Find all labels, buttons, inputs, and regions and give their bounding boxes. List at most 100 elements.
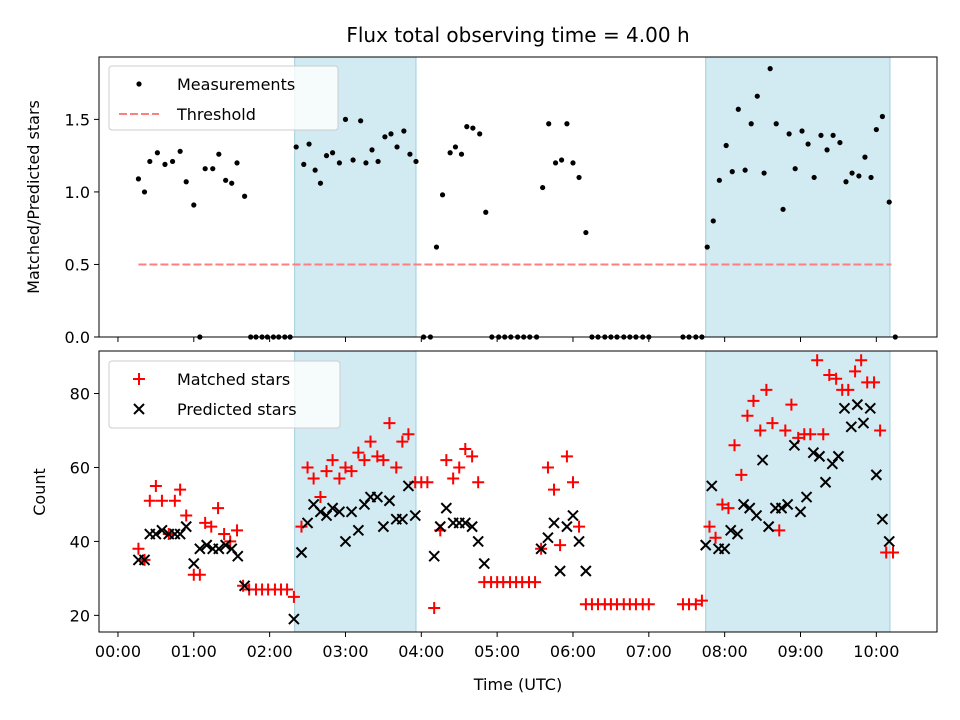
predicted-star-point: [396, 513, 409, 525]
measurement-point: [317, 180, 324, 186]
measurement-point: [191, 202, 197, 208]
matched-star-point: [529, 576, 542, 589]
matched-star-point: [333, 472, 346, 485]
measurement-point: [729, 169, 735, 175]
matched-star-point: [728, 439, 741, 452]
x-tick-label: 05:00: [474, 642, 520, 661]
predicted-star-point: [434, 520, 446, 533]
bottom-axes-frame: [98, 350, 938, 633]
bottom-shaded-interval: [705, 350, 891, 633]
matched-star-point: [689, 598, 702, 611]
predicted-star-point: [314, 506, 327, 518]
predicted-star-points: [132, 398, 895, 625]
matched-star-point: [180, 509, 193, 522]
measurement-point: [169, 158, 176, 165]
measurement-point: [350, 157, 356, 163]
top-y-tick-label: 0.5: [65, 255, 90, 274]
measurement-point: [735, 106, 741, 112]
matched-star-point: [642, 598, 655, 611]
top-y-axis-title: Matched/Predicted stars: [24, 100, 43, 294]
predicted-star-point: [548, 517, 560, 529]
predicted-star-point: [699, 539, 712, 551]
predicted-star-point: [295, 546, 308, 559]
predicted-star-point: [851, 398, 864, 411]
predicted-star-point: [737, 498, 750, 511]
bottom-x-ticks: 00:00 01:00 02:00 03:00 04:00 05:00 06:00 07:00…: [95, 632, 899, 661]
measurement-point: [329, 150, 336, 156]
predicted-star-point: [883, 535, 895, 548]
predicted-star-point: [371, 491, 384, 503]
measurement-point: [154, 150, 160, 156]
matched-star-point: [548, 483, 561, 496]
matched-star-point: [371, 450, 384, 463]
predicted-star-point: [542, 532, 554, 544]
measurement-point: [716, 177, 722, 183]
predicted-star-point: [794, 506, 807, 518]
x-tick-label: 00:00: [95, 642, 141, 661]
legend-label-predicted-stars: Predicted stars: [177, 400, 297, 419]
predicted-star-point: [857, 417, 870, 429]
matched-star-point: [320, 465, 333, 478]
predicted-star-point: [428, 550, 440, 562]
measurement-point: [336, 160, 343, 166]
matched-star-point: [364, 435, 377, 448]
measurement-point: [216, 151, 222, 157]
measurement-point: [818, 132, 824, 138]
predicted-star-point: [409, 509, 421, 522]
matched-star-point: [453, 461, 466, 474]
predicted-star-point: [554, 565, 566, 577]
predicted-star-point: [864, 402, 876, 415]
predicted-star-point: [750, 509, 763, 522]
measurement-point: [388, 131, 394, 137]
matched-star-point: [231, 524, 244, 537]
matched-star-point: [339, 461, 352, 474]
chart-title: Flux total observing time = 4.00 h: [346, 23, 689, 47]
matched-star-point: [868, 376, 881, 389]
predicted-star-point: [775, 502, 788, 514]
ratio-panel: 0.0 0.5 1.0 1.5 Matched/Predicted stars Mea…: [24, 56, 938, 347]
matched-star-point: [709, 531, 722, 544]
matched-star-point: [735, 468, 748, 481]
measurement-point: [879, 113, 885, 120]
measurement-point: [805, 141, 811, 147]
matched-star-point: [314, 491, 327, 504]
predicted-star-point: [718, 543, 731, 555]
predicted-star-point: [188, 557, 200, 570]
legend-label-measurements: Measurements: [177, 75, 295, 94]
matched-star-point: [155, 494, 168, 507]
predicted-star-point: [138, 554, 151, 566]
predicted-star-point: [573, 535, 585, 548]
bottom-shaded-regions: [294, 350, 891, 633]
matched-star-point: [766, 417, 779, 430]
matched-star-point: [421, 476, 434, 489]
predicted-star-point: [352, 524, 365, 537]
measurement-point: [477, 131, 483, 137]
matched-star-point: [849, 365, 862, 378]
predicted-star-point: [345, 506, 358, 518]
legend-label-matched-stars: Matched stars: [177, 370, 290, 389]
predicted-star-point: [807, 446, 820, 459]
predicted-star-point: [440, 502, 453, 514]
predicted-star-point: [213, 543, 225, 555]
measurement-point: [135, 176, 142, 182]
top-legend-box: [108, 65, 339, 131]
matched-star-point: [390, 461, 403, 474]
measurement-point: [382, 134, 388, 140]
measurement-point: [710, 218, 716, 224]
matched-star-point: [281, 583, 294, 596]
predicted-star-point: [535, 543, 547, 555]
measurement-point: [873, 126, 879, 133]
measurement-point: [323, 153, 330, 159]
matched-star-point: [143, 494, 156, 507]
measurement-point: [433, 244, 440, 250]
matched-star-point: [466, 450, 479, 463]
matched-star-point: [695, 594, 708, 607]
measurement-point: [141, 189, 148, 195]
predicted-star-point: [788, 439, 801, 451]
measurement-point: [559, 157, 565, 163]
matched-star-point: [358, 454, 371, 467]
bottom-y-tick-label: 60: [70, 458, 90, 477]
bottom-y-axis-title: Count: [30, 468, 49, 516]
matched-star-point: [377, 454, 390, 467]
x-tick-label: 01:00: [171, 642, 217, 661]
